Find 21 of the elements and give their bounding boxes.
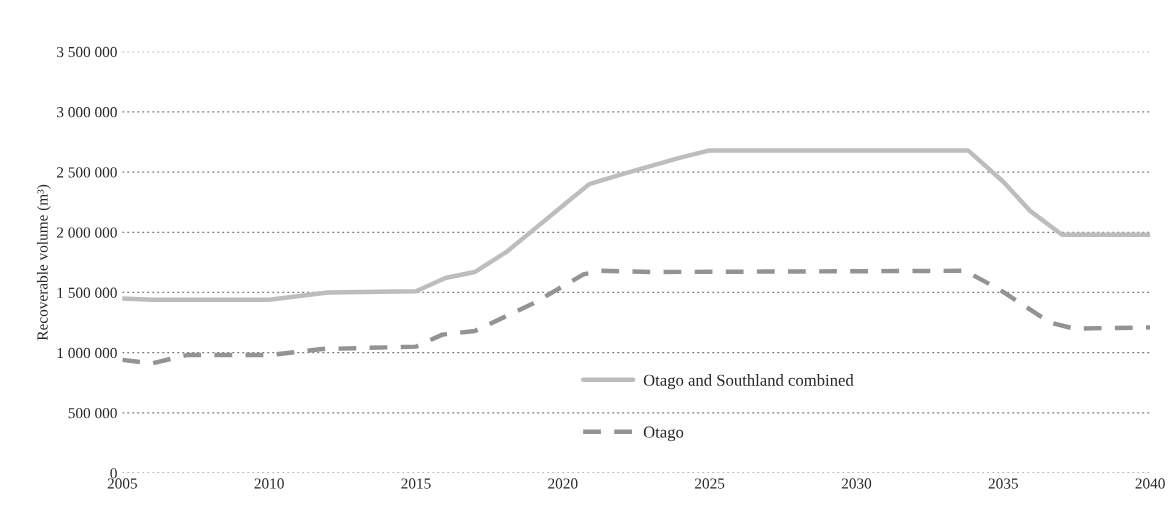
y-tick-label: 3 000 000	[57, 107, 117, 118]
y-tick-label: 500 000	[68, 408, 117, 419]
y-tick-label: 1 000 000	[57, 347, 117, 359]
x-tick-label: 2025	[695, 478, 725, 489]
legend-label: Otago and Southland combined	[643, 374, 854, 390]
x-tick-label: 2010	[254, 478, 284, 489]
line-series	[122, 148, 1151, 302]
y-tick-label: 3 500 000	[57, 46, 117, 58]
y-tick-label: 0	[110, 468, 117, 479]
line-series	[122, 268, 1151, 366]
y-tick-label: 1 500 000	[57, 287, 117, 298]
x-tick-label: 2015	[401, 478, 431, 489]
y-axis-title: Recoverable volume (m³)	[36, 184, 51, 341]
x-tick-label: 2005	[107, 478, 137, 489]
legend-label: Otago	[643, 426, 684, 442]
y-tick-label: 2 500 000	[57, 167, 117, 178]
x-tick-label: 2020	[548, 478, 578, 489]
x-tick-label: 2040	[1135, 478, 1165, 489]
y-tick-label: 2 000 000	[57, 227, 117, 238]
x-tick-label: 2030	[841, 478, 872, 489]
x-tick-label: 2035	[988, 478, 1018, 489]
